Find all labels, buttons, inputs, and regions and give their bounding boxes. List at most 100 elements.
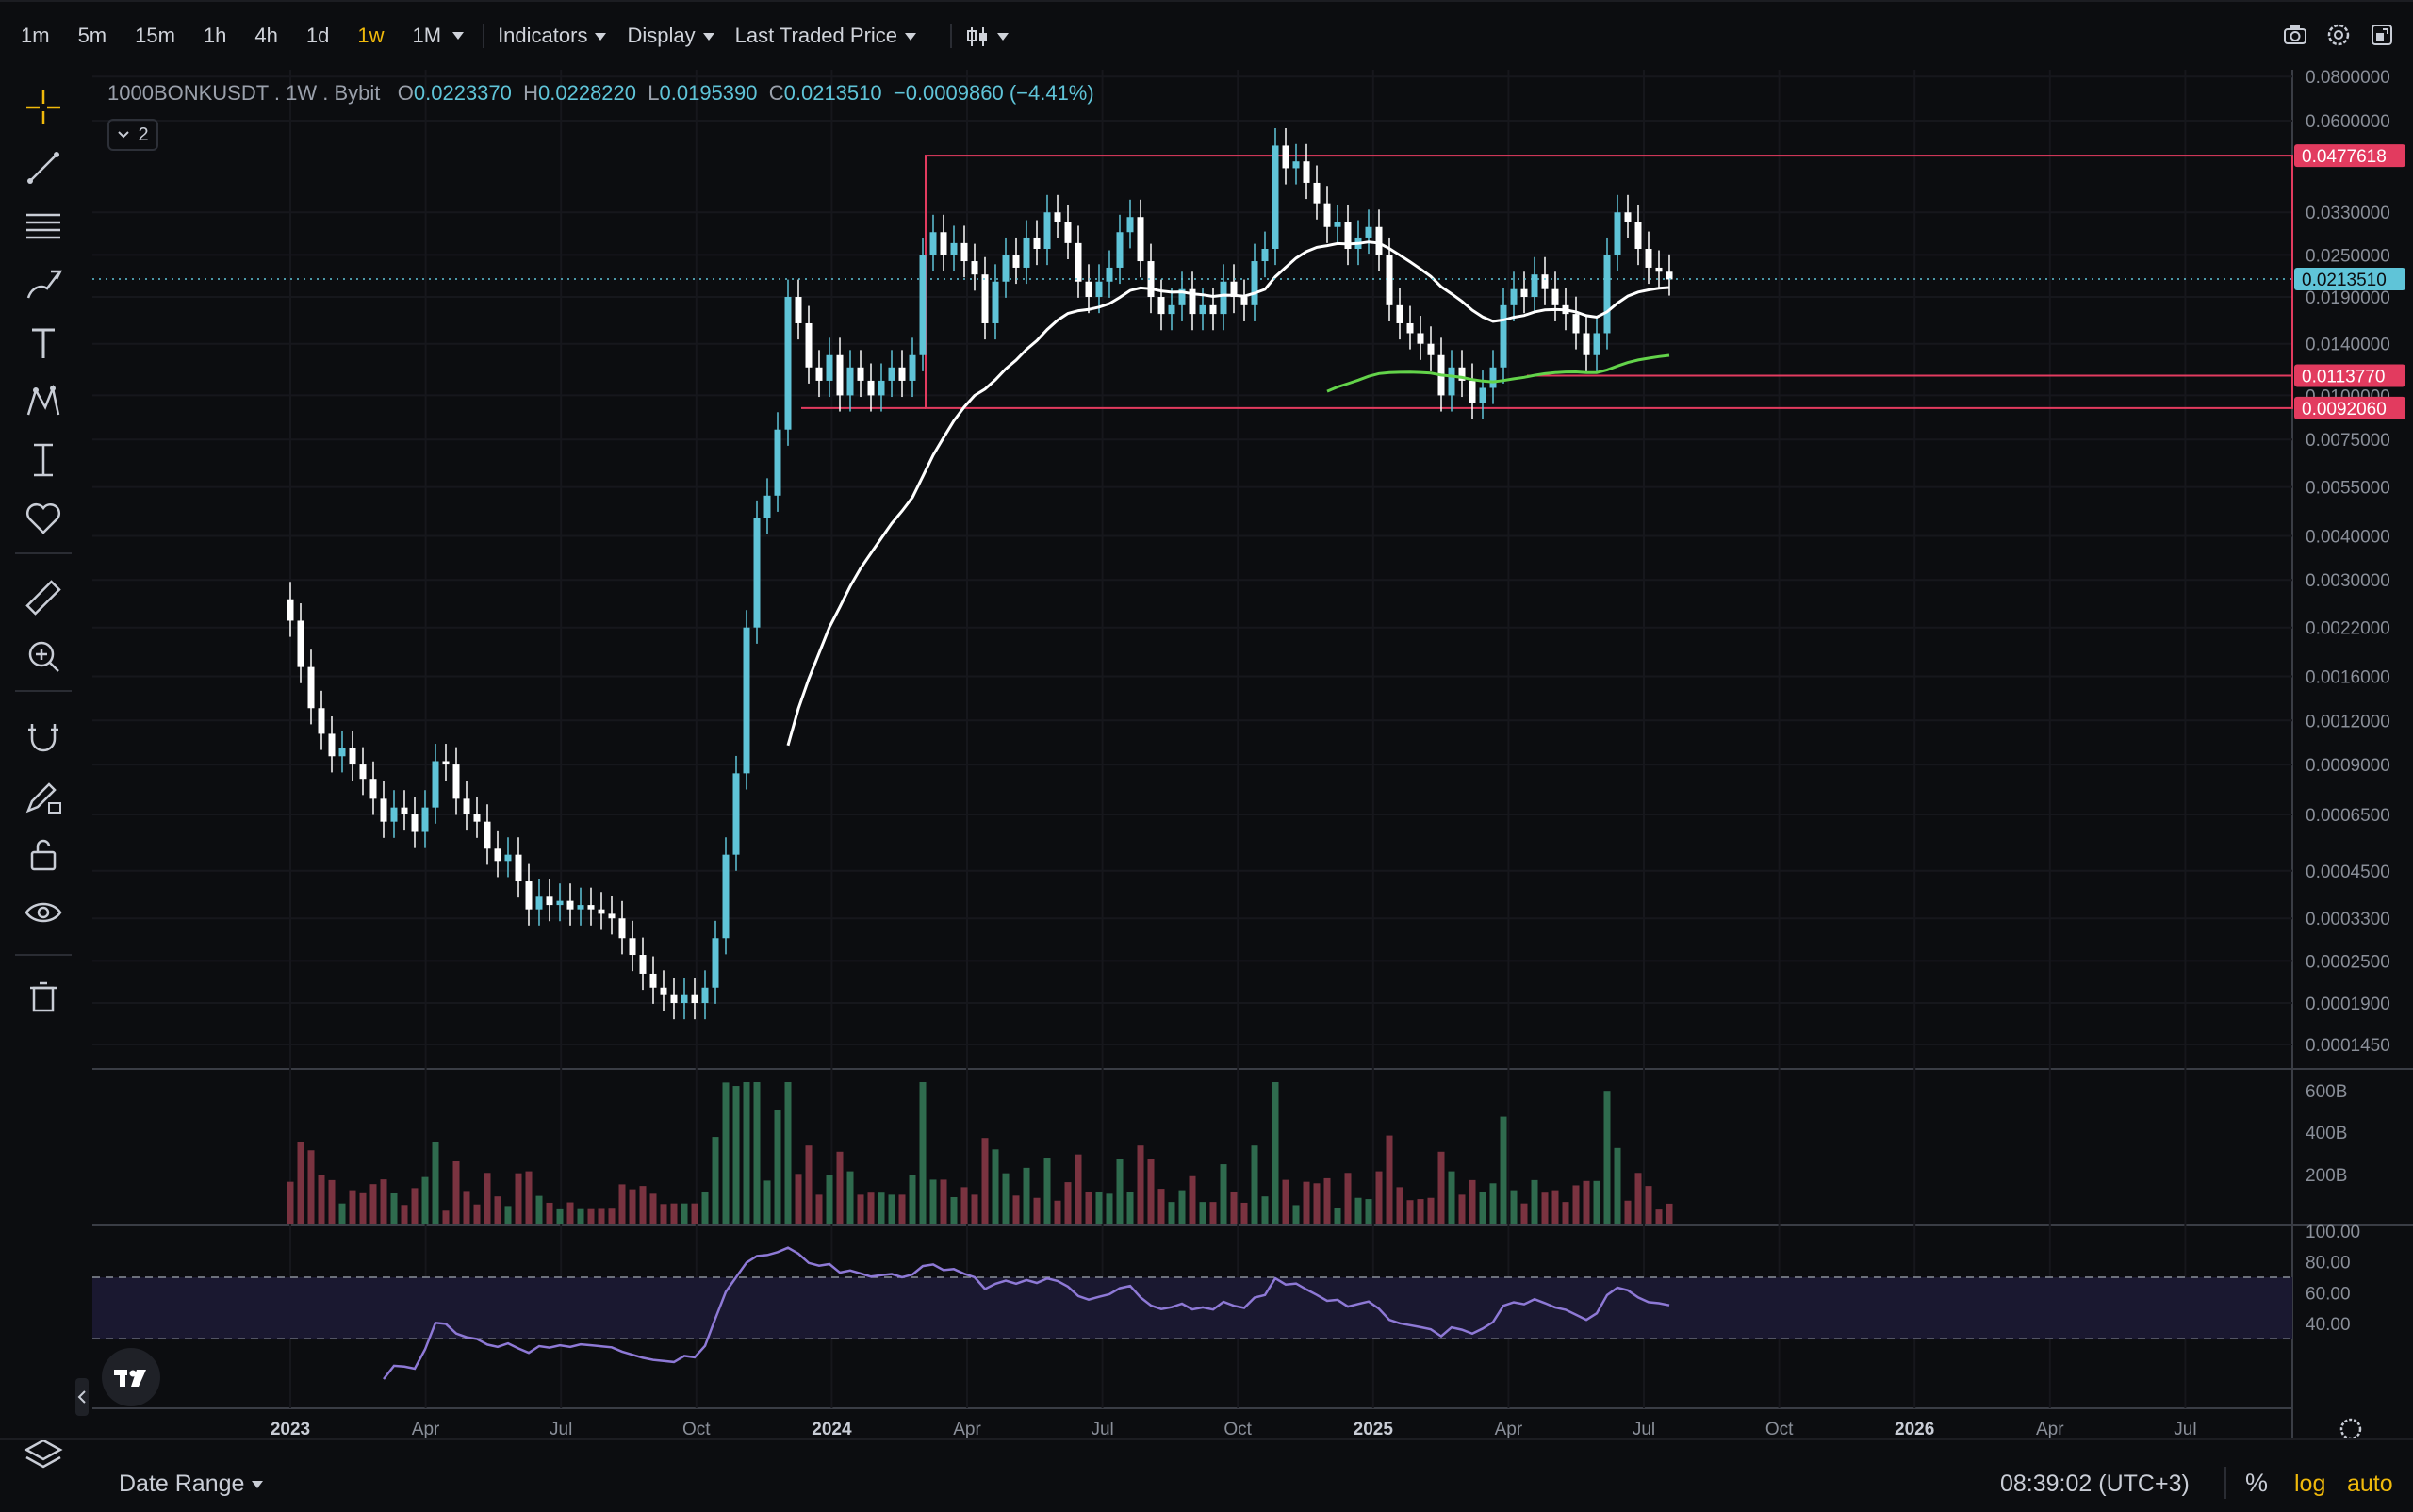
candle [1303, 161, 1310, 183]
date-range-button[interactable]: Date Range [119, 1471, 264, 1498]
text-tool[interactable] [19, 320, 68, 366]
timeframe-1m[interactable]: 1m [21, 24, 50, 47]
auto-scale-toggle[interactable]: auto [2347, 1471, 2393, 1497]
magnet-tool[interactable] [19, 715, 68, 760]
axis-settings-icon[interactable] [2339, 1418, 2362, 1438]
candle [681, 994, 688, 1004]
candle [297, 620, 304, 667]
price-source-menu[interactable]: Last Traded Price [735, 24, 917, 48]
volume-bar [598, 1208, 605, 1224]
candle [390, 807, 398, 822]
settings-icon[interactable] [2324, 21, 2353, 49]
candle [629, 938, 636, 956]
ruler-icon [25, 580, 61, 616]
layers-icon[interactable] [23, 1435, 64, 1476]
indicator-collapse-button[interactable]: 2 [107, 119, 158, 151]
camera-icon[interactable] [2281, 21, 2309, 49]
price-axis-label: 0.0004500 [2306, 863, 2390, 882]
timeframe-4h[interactable]: 4h [254, 24, 278, 47]
candle [846, 367, 854, 396]
zoom-tool[interactable] [19, 633, 68, 679]
candle [359, 764, 367, 780]
ruler-tool[interactable] [19, 575, 68, 620]
exchange-label: Bybit [334, 81, 381, 105]
volume-bar [1189, 1175, 1196, 1224]
candle [867, 380, 875, 396]
brush-tool[interactable] [19, 262, 68, 307]
volume-bar [287, 1181, 294, 1224]
delete-tool[interactable] [19, 975, 68, 1020]
price-axis-label: 0.0800000 [2306, 68, 2390, 88]
volume-bar [1603, 1091, 1611, 1224]
trendline-tool[interactable] [19, 145, 68, 190]
percent-scale-toggle[interactable]: % [2245, 1469, 2269, 1497]
log-scale-toggle[interactable]: log [2294, 1471, 2326, 1497]
candle [1531, 274, 1538, 298]
volume-bar [1157, 1189, 1165, 1224]
display-menu[interactable]: Display [627, 24, 714, 48]
time-axis-label: Apr [1495, 1420, 1523, 1438]
chart-type-menu[interactable] [965, 24, 1010, 48]
candle [753, 518, 761, 628]
volume-bar [701, 1191, 709, 1224]
candle [1023, 237, 1030, 268]
volume-bar [1137, 1145, 1144, 1224]
chevron-left-icon [77, 1390, 86, 1404]
fib-tool[interactable] [19, 204, 68, 249]
visibility-tool[interactable] [19, 890, 68, 935]
volume-bar [1344, 1173, 1352, 1224]
price-axis-label: 0.0140000 [2306, 336, 2390, 355]
timeframe-1d[interactable]: 1d [305, 24, 330, 47]
volume-bar [888, 1194, 895, 1224]
timeframe-1M[interactable]: 1M [412, 24, 442, 47]
volume-bar [1334, 1208, 1341, 1224]
timeframe-5m[interactable]: 5m [77, 24, 107, 47]
candle [1137, 217, 1144, 262]
candle [1240, 297, 1248, 305]
lock-drawing-tool[interactable] [19, 773, 68, 818]
candle [1261, 249, 1269, 262]
price-axis-label: 0.0600000 [2306, 112, 2390, 132]
collapse-toolbar-button[interactable] [75, 1378, 89, 1416]
candle [774, 429, 781, 496]
price-axis-label: 0.0001900 [2306, 994, 2390, 1014]
collapsed-count: 2 [138, 123, 149, 145]
rsi-band [92, 1276, 2292, 1339]
volume-bar [919, 1082, 927, 1224]
timeframe-1w[interactable]: 1w [357, 24, 385, 47]
volume-bar [1261, 1196, 1269, 1224]
volume-bar [380, 1179, 387, 1224]
crosshair-tool[interactable] [19, 85, 68, 130]
favorites-tool[interactable] [19, 496, 68, 541]
candle [992, 281, 999, 323]
volume-bar [484, 1173, 491, 1224]
timeframe-1h[interactable]: 1h [203, 24, 227, 47]
volume-bar [857, 1194, 864, 1224]
price-axis-label: 0.0055000 [2306, 479, 2390, 499]
candle [1043, 212, 1051, 250]
price-chart[interactable]: 2023 Apr Jul Oct 2024 Apr Jul Oct 2025 Apr Jul Oct 2… [0, 0, 2413, 1438]
candle [401, 807, 408, 814]
volume-bar [1178, 1190, 1186, 1224]
measure-vertical-tool[interactable] [19, 437, 68, 483]
eye-icon [25, 902, 62, 923]
candle [1116, 232, 1124, 268]
tradingview-logo[interactable] [102, 1348, 160, 1406]
timeframe-15m[interactable]: 15m [135, 24, 175, 47]
volume-bar [452, 1160, 460, 1224]
candle [639, 955, 647, 974]
candle [660, 987, 667, 995]
volume-bar [1572, 1185, 1580, 1224]
volume-bar [909, 1175, 916, 1224]
volume-bar [432, 1142, 439, 1224]
volume-bar [411, 1188, 419, 1224]
volume-bar [1458, 1194, 1466, 1224]
candle [732, 773, 740, 855]
fullscreen-icon[interactable] [2368, 21, 2396, 49]
indicators-menu[interactable]: Indicators [498, 24, 607, 48]
price-label-box [2294, 364, 2405, 387]
candle [1448, 367, 1455, 396]
unlock-tool[interactable] [19, 831, 68, 877]
timeframe-dropdown-icon[interactable] [452, 32, 465, 40]
pattern-tool[interactable] [19, 379, 68, 424]
